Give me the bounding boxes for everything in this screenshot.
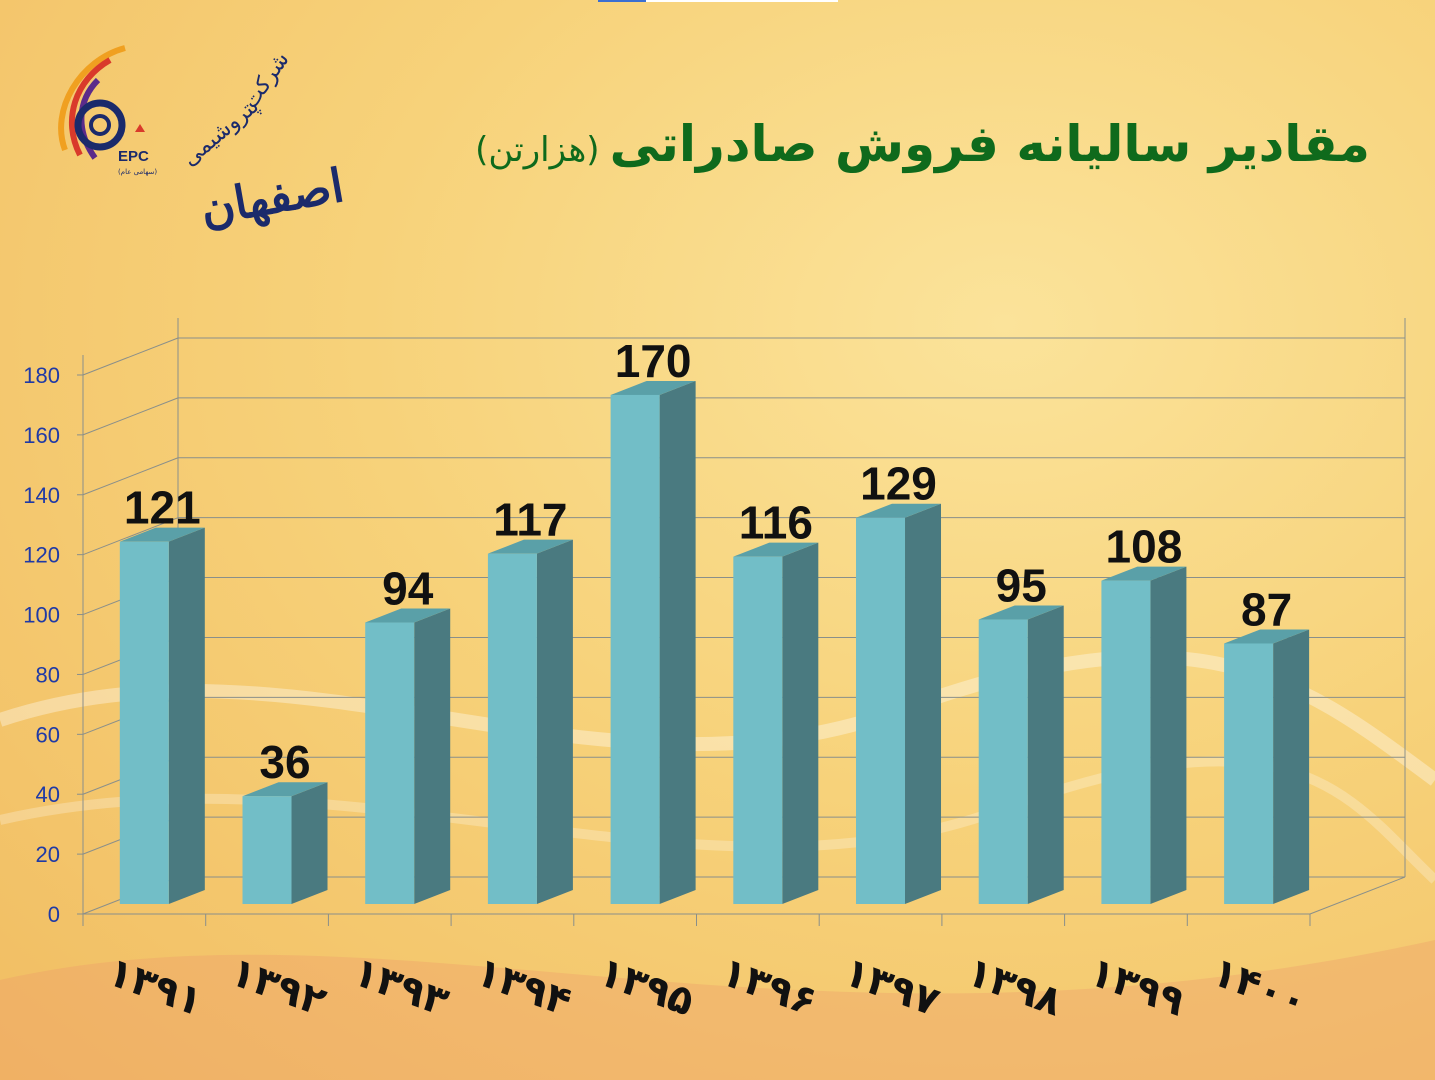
bar-top	[733, 542, 819, 557]
bar-top	[242, 782, 328, 797]
bar-front	[1101, 580, 1151, 904]
logo-emblem-icon	[58, 45, 145, 160]
bar-side	[168, 527, 205, 904]
gridline-side	[82, 457, 179, 496]
bar-top	[119, 527, 205, 542]
bar-front	[487, 553, 537, 904]
page-title-unit: (هزارتن)	[475, 130, 600, 170]
y-tick-label: 160	[23, 423, 60, 448]
bar-side	[291, 782, 328, 904]
data-label: 36	[259, 736, 310, 788]
logo-abbr-text: EPC	[118, 148, 149, 165]
page-title-main: مقادیر سالیانه فروش صادراتی	[609, 115, 1370, 173]
bar-front	[365, 622, 415, 904]
page-title: مقادیر سالیانه فروش صادراتی(هزارتن)	[475, 115, 1370, 173]
bar-front	[978, 619, 1028, 904]
gridline-side	[82, 397, 179, 436]
bar-top	[856, 503, 942, 518]
y-tick-label: 120	[23, 543, 60, 568]
bar-top	[365, 608, 451, 623]
y-tick-label: 100	[23, 603, 60, 628]
x-tick-label: ۱۳۹۳	[347, 949, 454, 1026]
gridline-side	[82, 337, 179, 376]
bar-top	[1224, 629, 1310, 644]
x-tick-label: ۱۳۹۷	[838, 949, 945, 1026]
bar-top	[978, 605, 1064, 620]
bar-top	[610, 380, 696, 395]
x-tick-label: ۱۴۰۰	[1206, 949, 1313, 1026]
logo-tagline-text: (سهامی عام)	[118, 168, 158, 176]
y-tick-label: 20	[36, 842, 60, 867]
x-tick-label: ۱۳۹۹	[1083, 949, 1190, 1026]
bar	[487, 539, 573, 904]
data-label: 94	[382, 563, 434, 615]
bar-side	[659, 380, 696, 904]
bar	[242, 782, 328, 904]
bar-side	[1027, 605, 1064, 904]
x-tick-label: ۱۳۹۴	[470, 949, 577, 1026]
y-tick-label: 180	[23, 363, 60, 388]
data-label: 116	[739, 497, 813, 549]
y-tick-label: 140	[23, 483, 60, 508]
x-tick-label: ۱۳۹۲	[224, 949, 331, 1026]
bar	[856, 503, 942, 904]
bar	[1101, 566, 1187, 904]
bar-side	[1273, 629, 1310, 904]
bar-top	[1101, 566, 1187, 581]
bar	[733, 542, 819, 904]
data-label: 95	[996, 560, 1047, 612]
bar	[119, 527, 205, 904]
y-tick-label: 80	[36, 662, 60, 687]
bar-front	[119, 541, 169, 904]
data-label: 121	[124, 482, 201, 534]
bar-top	[487, 539, 573, 554]
x-tick-label: ۱۳۹۶	[715, 949, 822, 1026]
bar-front	[733, 556, 783, 904]
bar	[1224, 629, 1310, 904]
top-bar-accent	[598, 0, 646, 2]
bar-side	[414, 608, 451, 904]
bar-side	[1150, 566, 1187, 904]
data-label: 108	[1106, 521, 1183, 573]
bar	[610, 380, 696, 904]
x-axis-depth	[1309, 876, 1406, 915]
bar-front	[856, 517, 906, 904]
x-tick-label: ۱۳۹۱	[102, 949, 209, 1026]
data-label: 170	[615, 335, 692, 387]
x-tick-label: ۱۳۹۸	[961, 949, 1068, 1026]
bar-front	[1224, 643, 1274, 904]
data-label: 87	[1241, 583, 1292, 635]
company-logo: شرکت پتروشیمی اصفهان EPC (سهامی عام)	[40, 40, 348, 250]
bar-front	[242, 796, 292, 904]
gridline-side	[82, 517, 179, 556]
data-label: 129	[860, 458, 937, 510]
bar-front	[610, 394, 660, 904]
bar	[978, 605, 1064, 904]
x-tick-label: ۱۳۹۵	[592, 949, 699, 1026]
top-bar	[598, 0, 838, 2]
y-tick-label: 40	[36, 782, 60, 807]
bar-side	[536, 539, 573, 904]
chart-bars	[119, 380, 1310, 904]
y-tick-label: 0	[48, 902, 60, 927]
bar-side	[905, 503, 942, 904]
data-label: 117	[493, 494, 567, 546]
bar-side	[782, 542, 819, 904]
y-tick-label: 60	[36, 722, 60, 747]
bar	[365, 608, 451, 904]
